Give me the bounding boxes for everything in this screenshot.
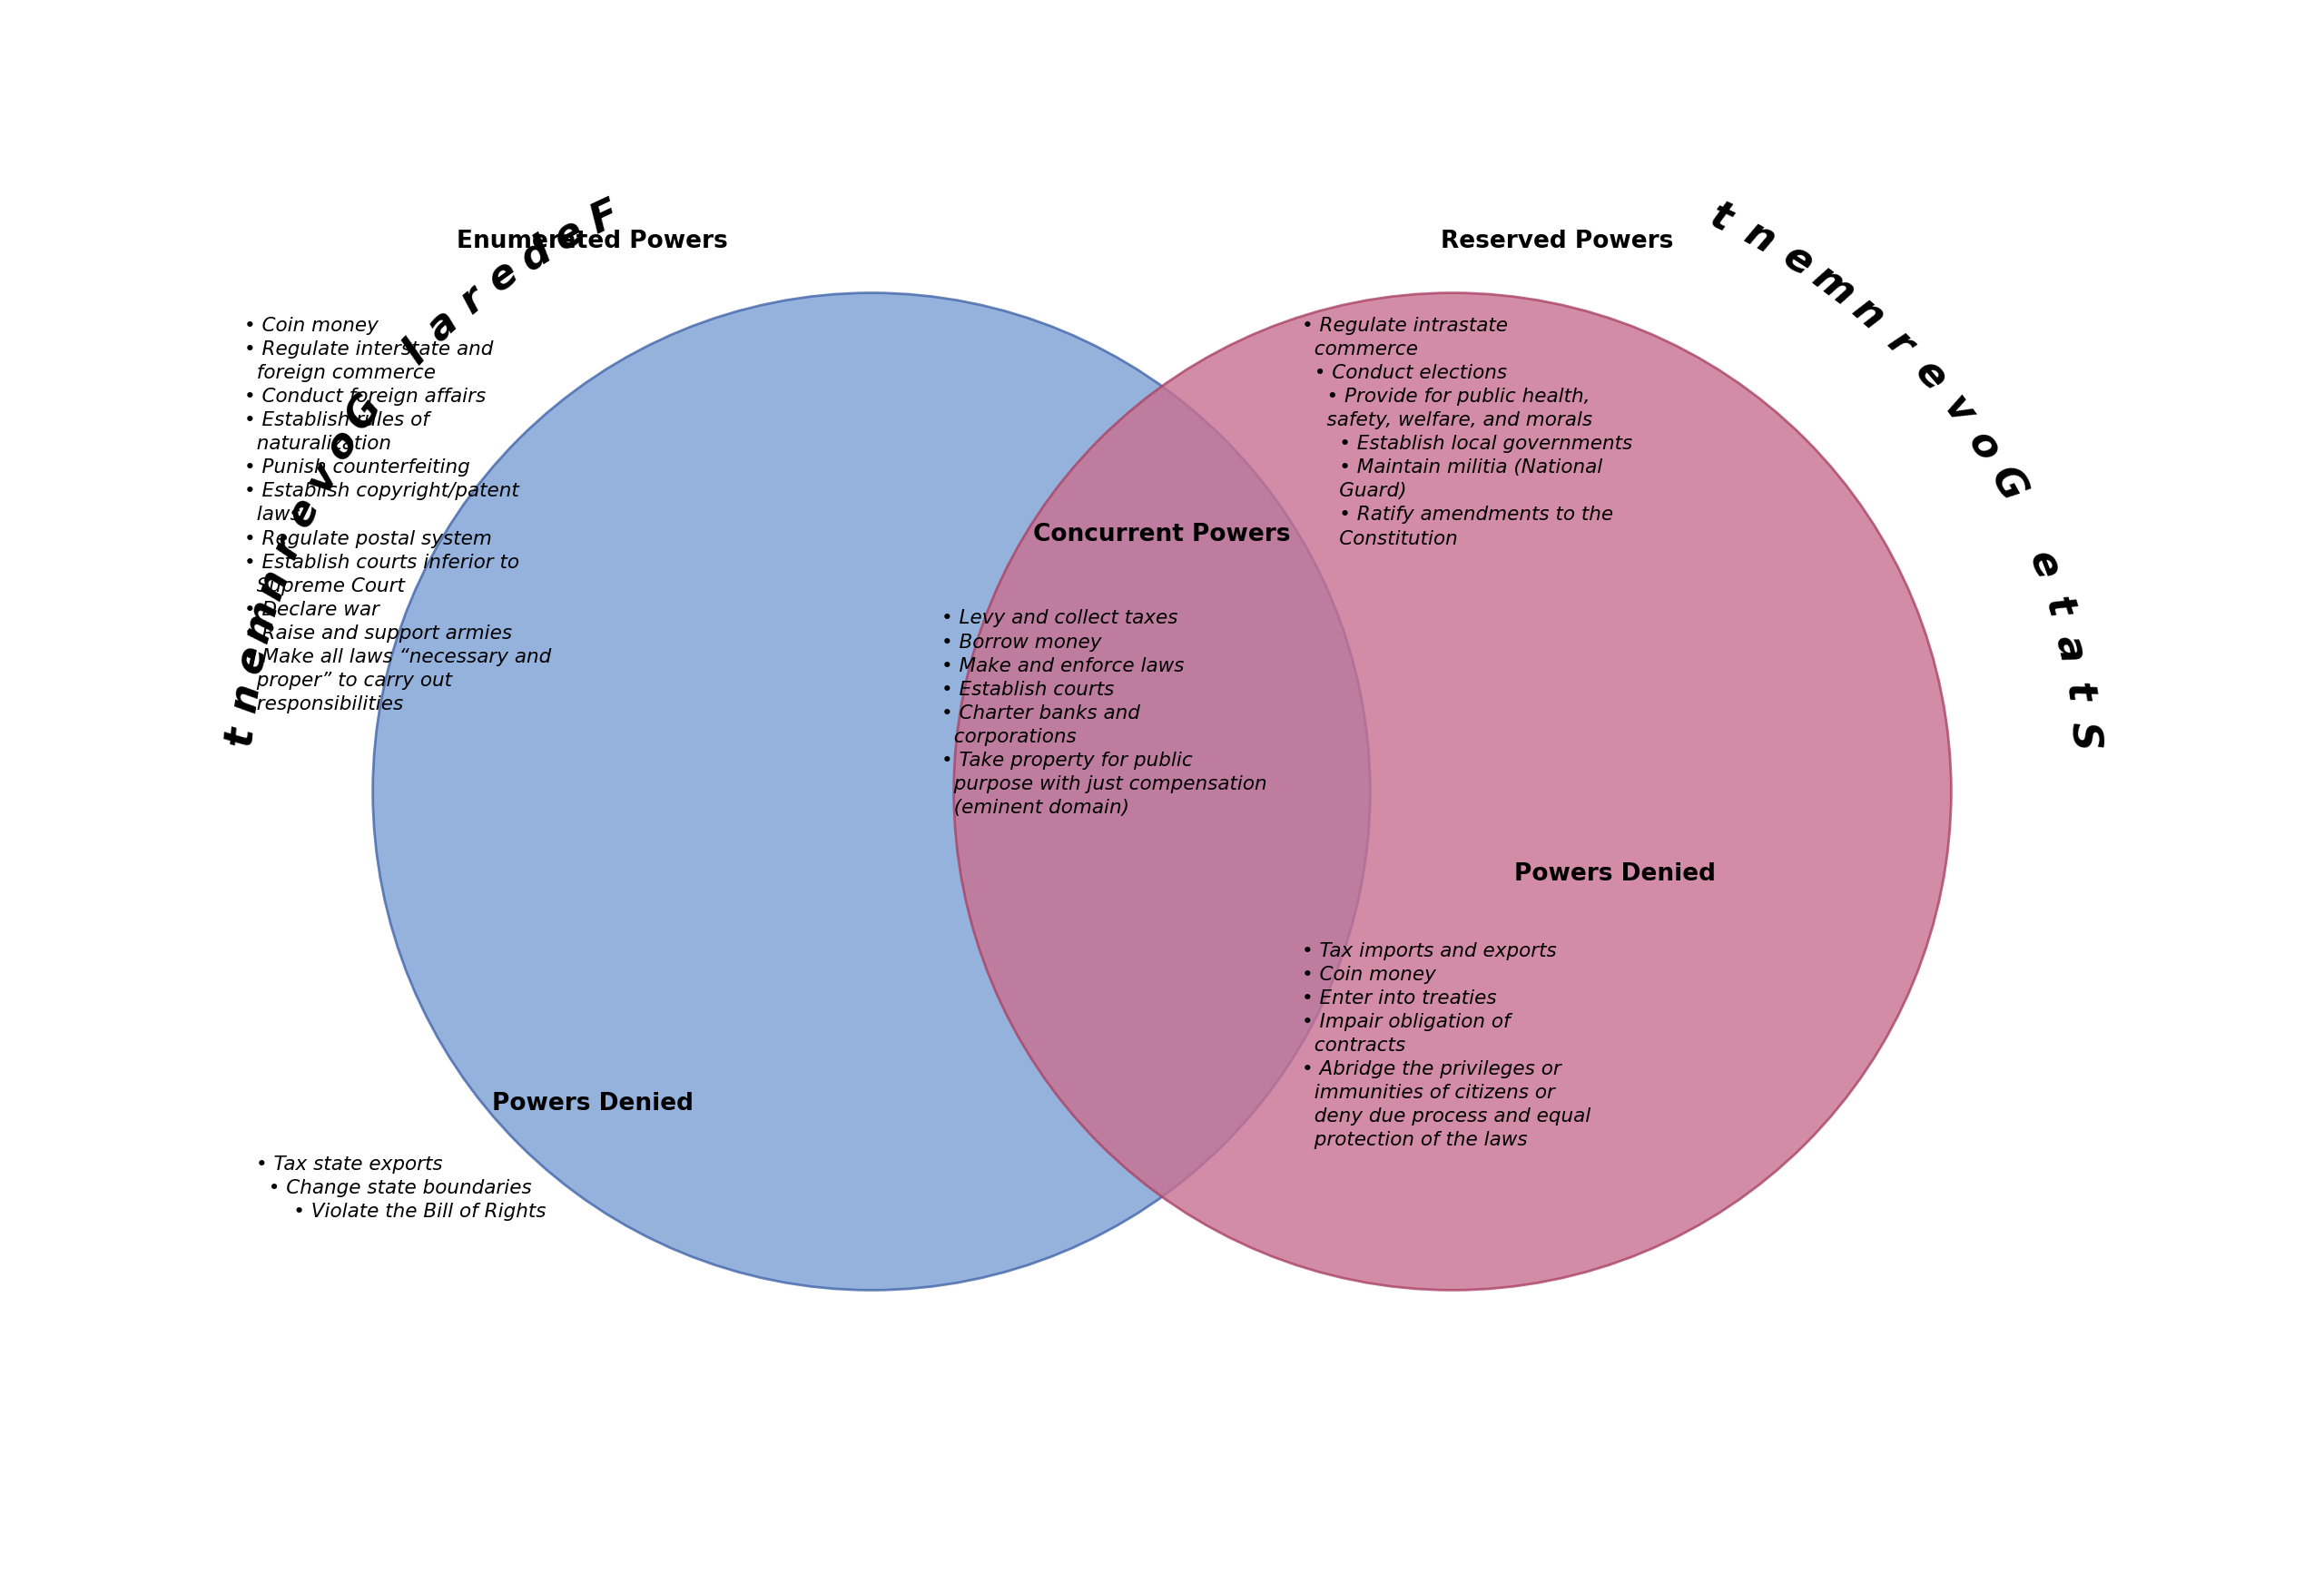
Text: o: o xyxy=(318,423,365,467)
Text: • Regulate intrastate
  commerce
  • Conduct elections
    • Provide for public : • Regulate intrastate commerce • Conduct… xyxy=(1301,317,1631,548)
Text: • Levy and collect taxes
• Borrow money
• Make and enforce laws
• Establish cour: • Levy and collect taxes • Borrow money … xyxy=(941,609,1267,817)
Text: • Tax state exports
  • Change state boundaries
      • Violate the Bill of Righ: • Tax state exports • Change state bound… xyxy=(256,1156,546,1220)
Text: e: e xyxy=(230,641,274,676)
Text: G: G xyxy=(1982,461,2031,508)
Text: r: r xyxy=(451,279,493,321)
Text: Powers Denied: Powers Denied xyxy=(1515,863,1715,886)
Text: Enumerated Powers: Enumerated Powers xyxy=(458,230,727,253)
Text: n: n xyxy=(1738,214,1783,261)
Text: e: e xyxy=(1906,353,1954,399)
Text: t: t xyxy=(2036,592,2080,621)
Text: r: r xyxy=(265,530,309,565)
Text: e: e xyxy=(481,253,525,301)
Text: r: r xyxy=(1880,323,1922,364)
Text: G: G xyxy=(339,388,390,437)
Text: v: v xyxy=(297,456,344,499)
Text: Powers Denied: Powers Denied xyxy=(493,1092,693,1116)
Text: e: e xyxy=(548,212,590,260)
Circle shape xyxy=(372,293,1371,1290)
Text: Concurrent Powers: Concurrent Powers xyxy=(1034,522,1290,546)
Text: m: m xyxy=(237,595,286,647)
Text: Reserved Powers: Reserved Powers xyxy=(1441,230,1673,253)
Text: t: t xyxy=(1703,196,1736,239)
Text: t: t xyxy=(221,725,260,747)
Text: • Tax imports and exports
• Coin money
• Enter into treaties
• Impair obligation: • Tax imports and exports • Coin money •… xyxy=(1301,942,1590,1149)
Text: l: l xyxy=(395,334,435,372)
Text: d: d xyxy=(514,231,558,279)
Text: n: n xyxy=(223,681,267,714)
Text: S: S xyxy=(2064,720,2103,752)
Circle shape xyxy=(953,293,1952,1290)
Text: m: m xyxy=(1806,258,1862,313)
Text: n: n xyxy=(251,564,295,605)
Text: e: e xyxy=(2020,545,2066,584)
Text: • Coin money
• Regulate interstate and
  foreign commerce
• Conduct foreign affa: • Coin money • Regulate interstate and f… xyxy=(244,317,551,714)
Text: o: o xyxy=(1959,424,2008,469)
Text: a: a xyxy=(2047,632,2092,666)
Text: t: t xyxy=(2057,679,2099,704)
Text: v: v xyxy=(1936,388,1982,432)
Text: a: a xyxy=(418,302,465,350)
Text: n: n xyxy=(1845,290,1892,337)
Text: e: e xyxy=(1776,236,1820,285)
Text: F: F xyxy=(583,195,625,241)
Text: e: e xyxy=(279,491,328,533)
